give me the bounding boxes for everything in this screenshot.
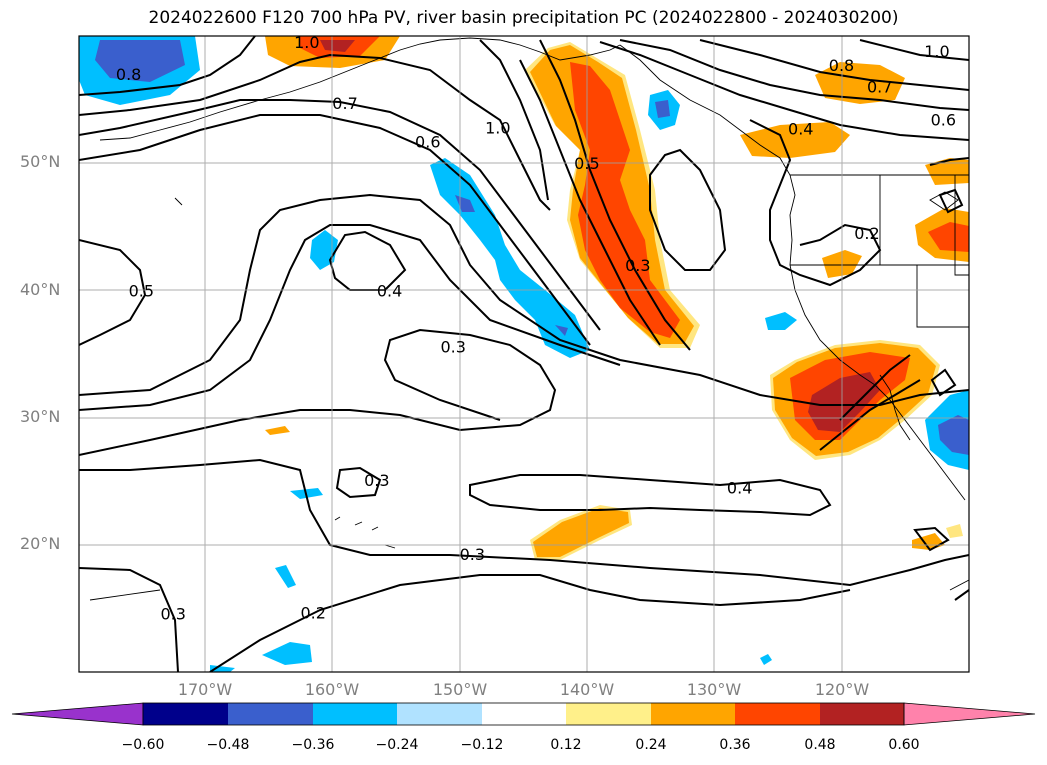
lon-label-140w: 140°W — [559, 680, 615, 699]
map-title: 2024022600 F120 700 hPa PV, river basin … — [148, 8, 899, 28]
contour-label: 0.4 — [377, 281, 402, 300]
contour-label: 0.4 — [788, 120, 813, 139]
colorbar-tick-label: −0.24 — [375, 737, 419, 753]
contour-label: 0.5 — [574, 154, 599, 173]
colorbar — [11, 702, 1036, 726]
contour-label: 0.2 — [854, 224, 879, 243]
pv-contours — [79, 36, 969, 672]
lon-label-120w: 120°W — [814, 680, 870, 699]
lat-label-30n: 30°N — [20, 407, 61, 426]
contour-label: 0.2 — [300, 603, 325, 622]
contour-label: 0.3 — [364, 471, 389, 490]
contour-label: 0.3 — [460, 545, 485, 564]
contour-label: 0.3 — [441, 337, 466, 356]
contour-label: 0.5 — [129, 281, 154, 300]
contour-labels: 1.0 0.8 0.7 1.0 0.6 0.5 0.8 0.7 1.0 0.6 0.4 0.2 0.3 0… — [116, 33, 956, 624]
contour-label: 0.3 — [160, 605, 185, 624]
colorbar-tick-label: −0.48 — [206, 737, 250, 753]
lon-label-170w: 170°W — [177, 680, 233, 699]
contour-label: 0.6 — [415, 132, 440, 151]
contour-label: 0.7 — [332, 94, 357, 113]
colorbar-tick-label: −0.60 — [121, 737, 165, 753]
contour-label: 1.0 — [924, 42, 949, 61]
lon-label-150w: 150°W — [432, 680, 488, 699]
graticule — [79, 36, 969, 672]
contour-label: 1.0 — [294, 33, 319, 52]
lat-label-50n: 50°N — [20, 152, 61, 171]
colorbar-tick-label: −0.12 — [460, 737, 504, 753]
contour-label: 0.8 — [829, 56, 854, 75]
contour-label: 0.3 — [625, 256, 650, 275]
coastlines — [89, 37, 969, 601]
colorbar-tick-label: −0.36 — [291, 737, 335, 753]
map-frame — [78, 35, 970, 673]
contour-label: 0.8 — [116, 65, 141, 84]
colorbar-tick-label: 0.12 — [550, 737, 582, 753]
colorbar-tick-label: 0.48 — [804, 737, 836, 753]
contour-label: 0.6 — [931, 111, 956, 130]
lat-label-40n: 40°N — [20, 280, 61, 299]
lon-label-160w: 160°W — [304, 680, 360, 699]
contour-label: 0.4 — [727, 479, 752, 498]
lat-label-20n: 20°N — [20, 534, 61, 553]
colorbar-tick-label: 0.36 — [719, 737, 751, 753]
colorbar-tick-label: 0.24 — [635, 737, 667, 753]
contour-label: 0.7 — [867, 78, 892, 97]
colorbar-tick-label: 0.60 — [888, 737, 920, 753]
lon-label-130w: 130°W — [686, 680, 742, 699]
contour-label: 1.0 — [485, 118, 510, 137]
